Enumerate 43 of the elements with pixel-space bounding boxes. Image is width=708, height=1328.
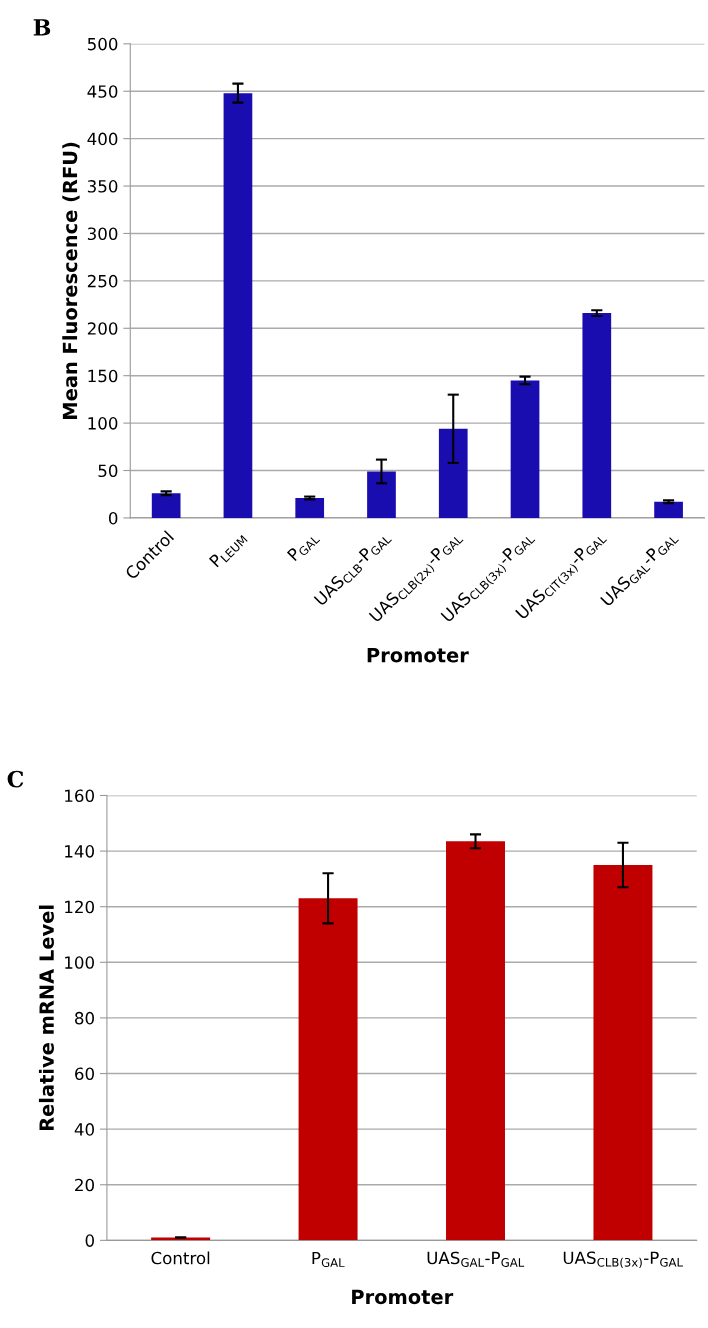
bar bbox=[223, 93, 253, 518]
y-tick-label: 120 bbox=[65, 900, 94, 914]
y-tick-label: 0 bbox=[85, 1234, 94, 1247]
x-tick-label: UAS$_{CLB(3x)}$-P$_{GAL}$ bbox=[563, 1251, 683, 1269]
chart-title: B bbox=[33, 19, 51, 36]
x-tick-label: P$_{GAL}$ bbox=[312, 1251, 345, 1268]
y-tick-label: 400 bbox=[87, 132, 118, 146]
y-tick-label: 40 bbox=[74, 1123, 94, 1136]
y-tick-label: 450 bbox=[87, 85, 118, 98]
y-tick-label: 20 bbox=[75, 1178, 94, 1192]
y-tick-label: 100 bbox=[65, 956, 94, 969]
bar bbox=[654, 501, 683, 518]
chart-title: C bbox=[7, 770, 24, 788]
y-tick-label: 500 bbox=[87, 37, 118, 51]
x-tick-label: Control bbox=[151, 1251, 210, 1265]
x-axis-title: Promoter bbox=[367, 648, 469, 663]
x-tick-label: P$_{LEUM}$ bbox=[208, 530, 248, 570]
bar bbox=[438, 428, 468, 518]
y-tick-label: 100 bbox=[88, 417, 118, 430]
y-tick-label: 0 bbox=[108, 511, 118, 525]
y-tick-label: 200 bbox=[87, 322, 118, 335]
y-tick-label: 140 bbox=[65, 845, 94, 858]
bar bbox=[151, 493, 181, 518]
y-tick-label: 50 bbox=[98, 464, 118, 478]
x-tick-label: P$_{GAL}$ bbox=[286, 529, 321, 564]
x-tick-label: UAS$_{GAL}$-P$_{GAL}$ bbox=[427, 1251, 525, 1267]
bar bbox=[298, 898, 358, 1241]
y-axis-title: Mean Fluorescence (RFU) bbox=[62, 142, 80, 419]
y-tick-label: 300 bbox=[87, 227, 118, 241]
y-tick-label: 250 bbox=[87, 274, 118, 288]
y-tick-label: 80 bbox=[75, 1011, 94, 1025]
bar bbox=[446, 841, 505, 1241]
y-axis-title: Relative mRNA Level bbox=[38, 905, 54, 1131]
y-tick-label: 60 bbox=[75, 1067, 94, 1081]
y-tick-label: 150 bbox=[88, 369, 118, 383]
y-tick-label: 350 bbox=[87, 180, 118, 193]
bar bbox=[510, 380, 540, 518]
x-axis-title: Promoter bbox=[352, 1289, 454, 1305]
bar bbox=[367, 471, 396, 518]
bar bbox=[582, 313, 612, 518]
bar bbox=[593, 864, 653, 1241]
y-tick-label: 160 bbox=[65, 789, 94, 803]
bar bbox=[295, 498, 325, 518]
